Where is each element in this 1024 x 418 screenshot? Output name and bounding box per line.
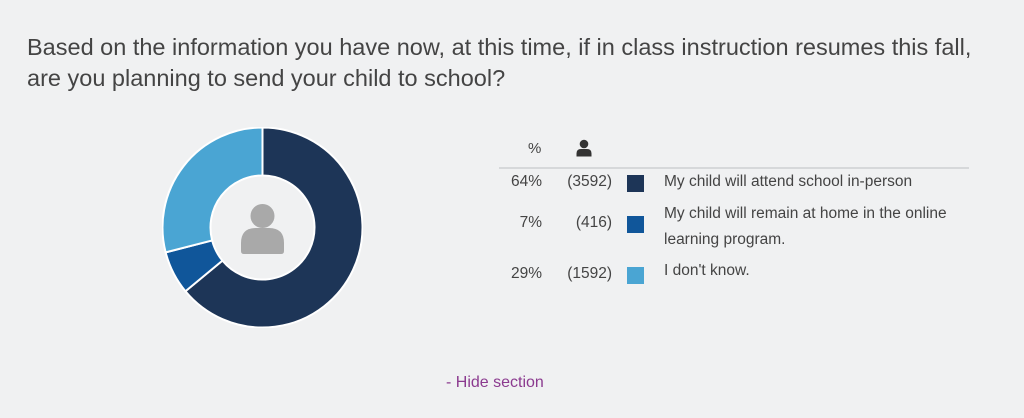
hide-section-link[interactable]: - Hide section bbox=[446, 374, 544, 391]
legend-count: (3592) bbox=[567, 173, 612, 190]
legend-count: (1592) bbox=[567, 265, 612, 282]
legend-row: 29% (1592) I don't know. bbox=[499, 258, 969, 298]
legend-swatch bbox=[627, 267, 644, 284]
legend-swatch bbox=[627, 175, 644, 192]
percent-column-header: % bbox=[528, 140, 542, 157]
legend-row: 7% (416) My child will remain at home in t… bbox=[499, 201, 969, 258]
donut-chart-svg bbox=[162, 127, 363, 328]
legend-header: % bbox=[499, 136, 969, 169]
legend-count: (416) bbox=[575, 214, 612, 231]
donut-slice-3 bbox=[162, 127, 264, 254]
legend-label: My child will remain at home in the onli… bbox=[664, 205, 947, 248]
legend-table: % 64% (3592) My child will attend school i… bbox=[499, 136, 969, 298]
donut-slice-1 bbox=[184, 127, 363, 328]
person-icon bbox=[576, 139, 592, 157]
legend-percent: 29% bbox=[510, 265, 542, 282]
legend-percent: 64% bbox=[510, 173, 542, 190]
legend-row: 64% (3592) My child will attend school in-… bbox=[499, 169, 969, 201]
donut-chart bbox=[162, 127, 363, 328]
legend-percent: 7% bbox=[519, 214, 542, 231]
legend-label: My child will attend school in-person bbox=[664, 173, 913, 190]
legend-label: I don't know. bbox=[664, 262, 750, 279]
question-title: Based on the information you have now, a… bbox=[27, 34, 972, 91]
legend-swatch bbox=[627, 216, 644, 233]
legend-rows: 64% (3592) My child will attend school in-… bbox=[499, 169, 969, 298]
center-person-icon bbox=[241, 204, 284, 254]
